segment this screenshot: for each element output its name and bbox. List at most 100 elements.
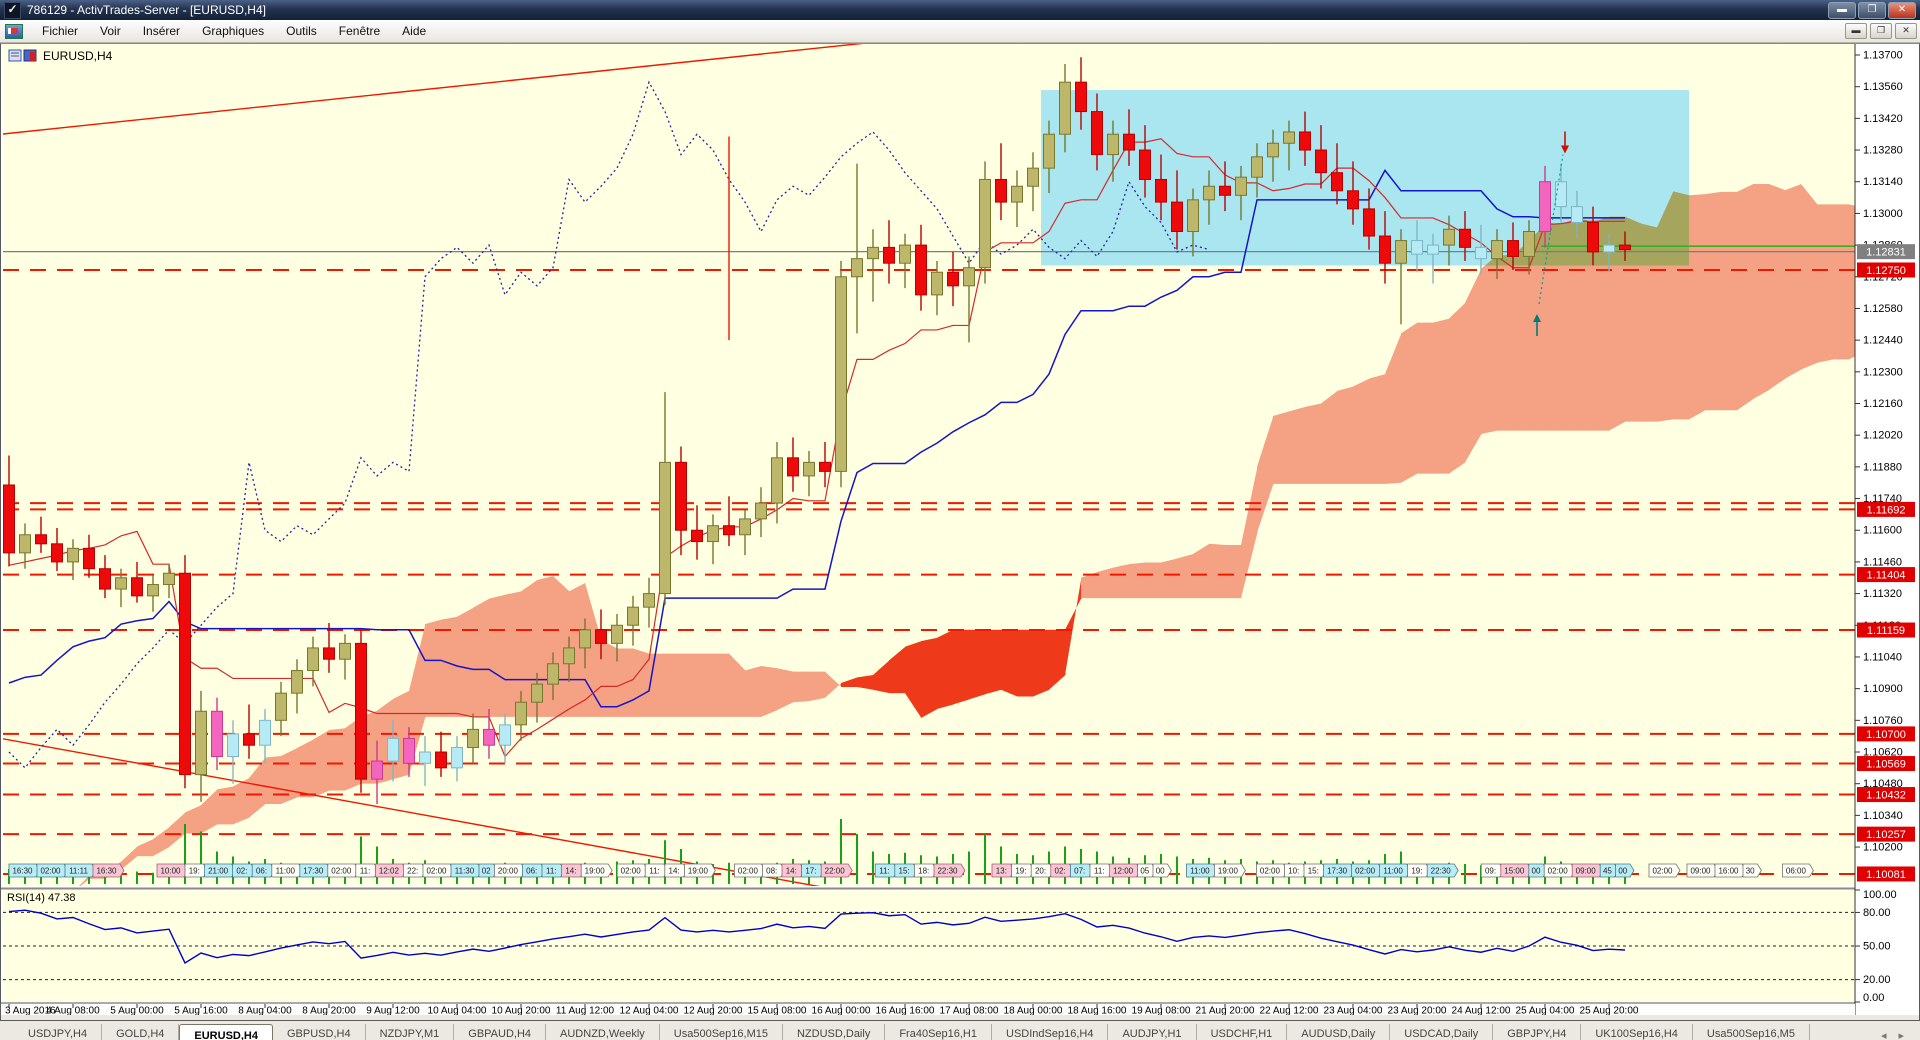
- menu-item-insérer[interactable]: Insérer: [142, 24, 181, 38]
- app-icon: ✓: [4, 1, 21, 19]
- tab-scroll-arrow[interactable]: ◂: [1880, 1030, 1887, 1040]
- svg-text:10:00: 10:00: [160, 867, 181, 876]
- close-button[interactable]: ✕: [1888, 1, 1916, 19]
- svg-text:15:: 15:: [899, 867, 910, 876]
- svg-text:11:: 11:: [360, 867, 371, 876]
- svg-text:11:30: 11:30: [455, 867, 475, 876]
- price-axis[interactable]: [1855, 44, 1919, 1015]
- svg-text:1.11880: 1.11880: [1863, 461, 1902, 473]
- svg-text:3 Aug 2016: 3 Aug 2016: [5, 1006, 56, 1016]
- svg-text:02:00: 02:00: [1652, 867, 1673, 876]
- svg-text:14:: 14:: [786, 867, 797, 876]
- svg-text:1.10340: 1.10340: [1863, 810, 1903, 822]
- chart-tab-nzdjpy-m1[interactable]: NZDJPY,M1: [366, 1024, 455, 1040]
- price-badge-1.10257: [1857, 826, 1915, 842]
- svg-text:1.10760: 1.10760: [1863, 715, 1903, 727]
- chart-tab-uk100sep16-h4[interactable]: UK100Sep16,H4: [1581, 1024, 1693, 1040]
- chart-tab-usdcad-daily[interactable]: USDCAD,Daily: [1390, 1024, 1494, 1040]
- chart-tab-gbpjpy-h4[interactable]: GBPJPY,H4: [1493, 1024, 1582, 1040]
- menu-item-fenêtre[interactable]: Fenêtre: [338, 24, 381, 38]
- svg-text:1.11320: 1.11320: [1863, 588, 1902, 600]
- chikou-span-line: [8, 80, 1210, 769]
- svg-text:19:: 19:: [189, 867, 200, 876]
- minimize-button[interactable]: ▬: [1828, 1, 1856, 19]
- svg-text:25 Aug 04:00: 25 Aug 04:00: [1516, 1006, 1575, 1016]
- chart-window-icon: [5, 23, 23, 39]
- mdi-minimize-button[interactable]: ▬: [1845, 23, 1867, 39]
- mdi-restore-button[interactable]: ❐: [1870, 23, 1892, 39]
- svg-text:15 Aug 08:00: 15 Aug 08:00: [748, 1006, 807, 1016]
- menu-bar: Fichier Voir Insérer Graphiques Outils Fenêtr…: [0, 20, 1920, 43]
- chart-tab-eurusd-h4[interactable]: EURUSD,H4: [179, 1024, 273, 1040]
- svg-text:22:00: 22:00: [825, 867, 846, 876]
- svg-text:17:30: 17:30: [303, 867, 324, 876]
- tab-scroll-arrows[interactable]: ◂ ▸: [1875, 1029, 1910, 1040]
- svg-text:21 Aug 20:00: 21 Aug 20:00: [1196, 1006, 1255, 1016]
- svg-text:02:00: 02:00: [331, 867, 352, 876]
- svg-text:24 Aug 12:00: 24 Aug 12:00: [1452, 1006, 1511, 1016]
- svg-text:22:30: 22:30: [937, 867, 958, 876]
- svg-text:80.00: 80.00: [1863, 907, 1891, 919]
- chart-tab-audusd-daily[interactable]: AUDUSD,Daily: [1287, 1024, 1391, 1040]
- time-tag-row: 16:30 02:00 11:11 16:30 10:00 19: 21:00 02: 06: 1…: [8, 863, 1814, 878]
- svg-text:30: 30: [1746, 867, 1755, 876]
- svg-text:1.10900: 1.10900: [1863, 683, 1903, 695]
- svg-text:12:00: 12:00: [1113, 867, 1134, 876]
- svg-text:1.10432: 1.10432: [1866, 790, 1906, 802]
- svg-text:1.13560: 1.13560: [1863, 81, 1903, 93]
- svg-text:1.10200: 1.10200: [1863, 842, 1903, 854]
- svg-text:00: 00: [1156, 867, 1165, 876]
- price-chart-canvas[interactable]: 16:30 02:00 11:11 16:30 10:00 19: 21:00 02: 06: 1…: [1, 44, 1919, 1017]
- menu-item-aide[interactable]: Aide: [402, 24, 427, 38]
- svg-text:1.12020: 1.12020: [1863, 430, 1903, 442]
- chart-tab-usdchf-h1[interactable]: USDCHF,H1: [1197, 1024, 1288, 1040]
- svg-text:06:: 06:: [526, 867, 537, 876]
- window-title: 786129 - ActivTrades-Server - [EURUSD,H4…: [27, 3, 266, 17]
- svg-text:1.10569: 1.10569: [1866, 759, 1906, 771]
- price-badge-1.12831: [1857, 244, 1915, 260]
- price-badge-1.10700: [1857, 726, 1915, 742]
- svg-text:1.11159: 1.11159: [1867, 625, 1905, 637]
- menu-item-voir[interactable]: Voir: [100, 24, 121, 38]
- svg-text:16:30: 16:30: [12, 867, 33, 876]
- trendline-1[interactable]: [1, 44, 881, 135]
- title-bar[interactable]: ✓ 786129 - ActivTrades-Server - [EURUSD,…: [0, 0, 1920, 20]
- svg-text:02:00: 02:00: [1548, 867, 1569, 876]
- svg-text:100.00: 100.00: [1863, 889, 1897, 901]
- restore-button[interactable]: ❐: [1858, 1, 1886, 19]
- svg-text:16 Aug 16:00: 16 Aug 16:00: [876, 1006, 935, 1016]
- svg-text:17:: 17:: [805, 867, 816, 876]
- time-axis[interactable]: [1, 1004, 1855, 1015]
- price-badge-1.11159: [1857, 622, 1915, 638]
- svg-text:17 Aug 08:00: 17 Aug 08:00: [940, 1006, 999, 1016]
- svg-text:19 Aug 08:00: 19 Aug 08:00: [1132, 1006, 1191, 1016]
- chart-tab-fra40sep16-h1[interactable]: Fra40Sep16,H1: [885, 1024, 992, 1040]
- menu-item-fichier[interactable]: Fichier: [42, 24, 79, 38]
- chart-tab-gold-h4[interactable]: GOLD,H4: [102, 1024, 180, 1040]
- chart-tab-audjpy-h1[interactable]: AUDJPY,H1: [1108, 1024, 1197, 1040]
- svg-text:1.12580: 1.12580: [1863, 303, 1903, 315]
- chart-tab-nzdusd-daily[interactable]: NZDUSD,Daily: [783, 1024, 886, 1040]
- svg-text:00: 00: [1532, 867, 1541, 876]
- svg-text:19:00: 19:00: [688, 867, 709, 876]
- menu-item-graphiques[interactable]: Graphiques: [202, 24, 265, 38]
- svg-text:1.13140: 1.13140: [1863, 176, 1903, 188]
- svg-text:1.13420: 1.13420: [1863, 113, 1903, 125]
- mdi-close-button[interactable]: ✕: [1895, 23, 1917, 39]
- svg-text:18 Aug 16:00: 18 Aug 16:00: [1068, 1006, 1127, 1016]
- tab-scroll-arrow[interactable]: ▸: [1898, 1030, 1904, 1040]
- svg-text:21:00: 21:00: [208, 867, 229, 876]
- svg-text:19:: 19:: [1411, 867, 1422, 876]
- menu-item-outils[interactable]: Outils: [286, 24, 317, 38]
- chart-tab-gbpusd-h4[interactable]: GBPUSD,H4: [273, 1024, 366, 1040]
- svg-text:1.12300: 1.12300: [1863, 366, 1903, 378]
- price-badge-1.11404: [1857, 567, 1915, 583]
- chart-tab-usdindsep16-h4[interactable]: USDIndSep16,H4: [992, 1024, 1109, 1040]
- svg-text:11:00: 11:00: [276, 867, 296, 876]
- chart-tab-usa500sep16-m5[interactable]: Usa500Sep16,M5: [1693, 1024, 1810, 1040]
- chart-tab-audnzd-weekly[interactable]: AUDNZD,Weekly: [546, 1024, 660, 1040]
- chart-tab-usa500sep16-m15[interactable]: Usa500Sep16,M15: [660, 1024, 783, 1040]
- svg-text:10 Aug 04:00: 10 Aug 04:00: [428, 1006, 487, 1016]
- chart-tab-gbpaud-h4[interactable]: GBPAUD,H4: [454, 1024, 547, 1040]
- chart-tab-usdjpy-h4[interactable]: USDJPY,H4: [14, 1024, 103, 1040]
